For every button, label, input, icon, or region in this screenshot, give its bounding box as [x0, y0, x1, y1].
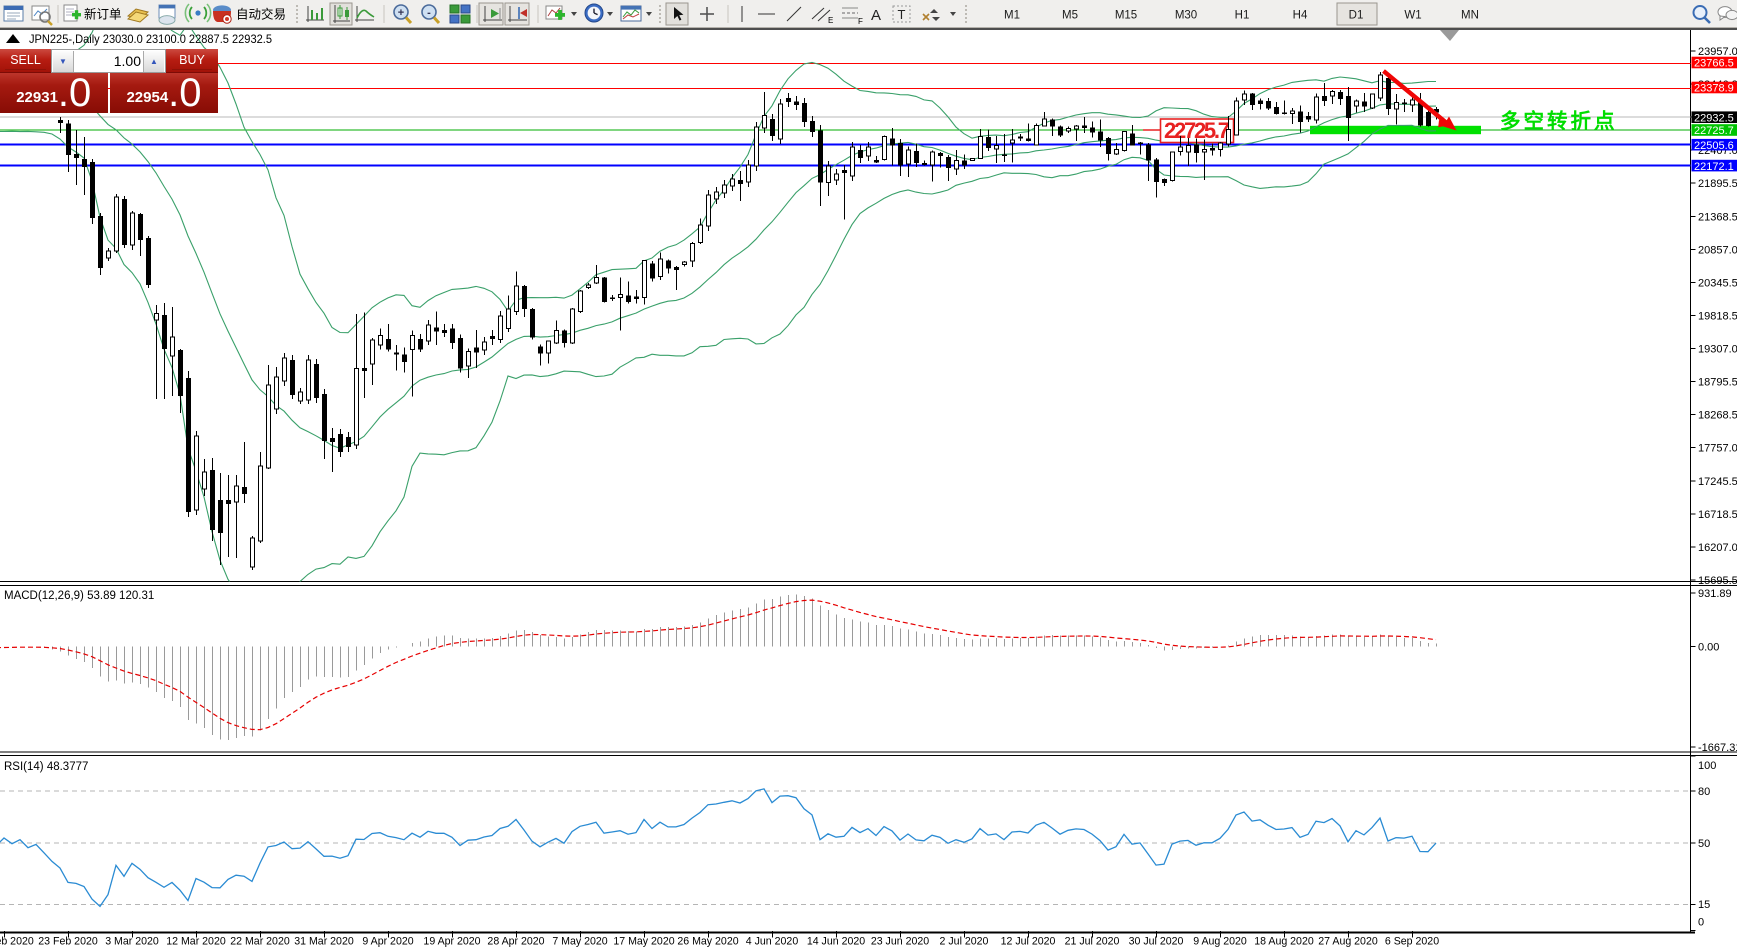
- svg-text:100: 100: [1698, 760, 1716, 772]
- svg-text:931.89: 931.89: [1698, 588, 1732, 600]
- svg-text:M30: M30: [1175, 10, 1197, 22]
- svg-text:W1: W1: [1404, 10, 1421, 22]
- svg-text:27 Aug 2020: 27 Aug 2020: [1318, 936, 1378, 948]
- svg-text:28 Apr 2020: 28 Apr 2020: [487, 936, 544, 948]
- svg-text:6 Sep 2020: 6 Sep 2020: [1385, 936, 1439, 948]
- svg-text:23 Jun 2020: 23 Jun 2020: [871, 936, 929, 948]
- svg-text:2 Jul 2020: 2 Jul 2020: [940, 936, 989, 948]
- svg-text:A: A: [871, 7, 881, 24]
- svg-text:M1: M1: [1004, 10, 1020, 22]
- svg-text:3 Mar 2020: 3 Mar 2020: [105, 936, 159, 948]
- svg-text:0.00: 0.00: [1698, 642, 1719, 654]
- svg-text:22725.7: 22725.7: [1694, 125, 1734, 137]
- svg-text:12 Jul 2020: 12 Jul 2020: [1001, 936, 1056, 948]
- svg-text:50: 50: [1698, 838, 1710, 850]
- svg-text:17757.0: 17757.0: [1698, 443, 1737, 455]
- svg-text:H1: H1: [1235, 10, 1250, 22]
- svg-text:21895.5: 21895.5: [1698, 178, 1737, 190]
- svg-text:T: T: [898, 7, 906, 22]
- svg-text:15695.5: 15695.5: [1698, 575, 1737, 587]
- svg-text:12 Mar 2020: 12 Mar 2020: [166, 936, 226, 948]
- svg-text:22 Mar 2020: 22 Mar 2020: [230, 936, 290, 948]
- svg-text:F: F: [858, 17, 863, 26]
- svg-text:17 May 2020: 17 May 2020: [613, 936, 674, 948]
- svg-text:17245.5: 17245.5: [1698, 476, 1737, 488]
- svg-text:H4: H4: [1293, 10, 1308, 22]
- svg-text:JPN225-,Daily 23030.0 23100.0: JPN225-,Daily 23030.0 23100.0 22887.5 22…: [29, 32, 272, 46]
- svg-text:19307.0: 19307.0: [1698, 344, 1737, 356]
- svg-text:0: 0: [1698, 917, 1704, 929]
- svg-text:多空转折点: 多空转折点: [1500, 109, 1618, 133]
- svg-text:新订单: 新订单: [84, 7, 122, 22]
- svg-text:-1667.31: -1667.31: [1698, 742, 1737, 754]
- svg-text:18268.5: 18268.5: [1698, 410, 1737, 422]
- svg-text:16207.0: 16207.0: [1698, 542, 1737, 554]
- svg-text:22172.1: 22172.1: [1694, 161, 1734, 173]
- svg-text:9 Apr 2020: 9 Apr 2020: [362, 936, 413, 948]
- svg-text:23766.5: 23766.5: [1694, 58, 1734, 70]
- svg-text:D1: D1: [1349, 10, 1364, 22]
- svg-text:-: -: [427, 7, 431, 19]
- svg-text:18 Aug 2020: 18 Aug 2020: [1254, 936, 1314, 948]
- svg-text:31 Mar 2020: 31 Mar 2020: [294, 936, 354, 948]
- svg-text:MN: MN: [1461, 10, 1479, 22]
- svg-text:18795.5: 18795.5: [1698, 377, 1737, 389]
- svg-text:20857.0: 20857.0: [1698, 244, 1737, 256]
- svg-text:26 May 2020: 26 May 2020: [677, 936, 738, 948]
- svg-text:13 Feb 2020: 13 Feb 2020: [0, 936, 34, 948]
- svg-text:4 Jun 2020: 4 Jun 2020: [746, 936, 799, 948]
- svg-text:M5: M5: [1062, 10, 1078, 22]
- svg-text:自动交易: 自动交易: [236, 7, 286, 22]
- svg-text:16718.5: 16718.5: [1698, 509, 1737, 521]
- svg-text:14 Jun 2020: 14 Jun 2020: [807, 936, 865, 948]
- svg-text:19 Apr 2020: 19 Apr 2020: [423, 936, 480, 948]
- svg-text:15: 15: [1698, 899, 1710, 911]
- svg-text:22932.5: 22932.5: [1694, 112, 1734, 124]
- svg-text:21 Jul 2020: 21 Jul 2020: [1065, 936, 1120, 948]
- svg-text:80: 80: [1698, 786, 1710, 798]
- svg-text:RSI(14) 48.3777: RSI(14) 48.3777: [4, 761, 88, 773]
- svg-text:20345.5: 20345.5: [1698, 277, 1737, 289]
- svg-text:22505.6: 22505.6: [1694, 140, 1734, 152]
- svg-text:23 Feb 2020: 23 Feb 2020: [38, 936, 98, 948]
- svg-text:23378.9: 23378.9: [1694, 83, 1734, 95]
- svg-text:21368.5: 21368.5: [1698, 211, 1737, 223]
- svg-text:30 Jul 2020: 30 Jul 2020: [1129, 936, 1184, 948]
- svg-text:9 Aug 2020: 9 Aug 2020: [1193, 936, 1247, 948]
- svg-text:+: +: [398, 7, 404, 19]
- svg-text:19818.5: 19818.5: [1698, 311, 1737, 323]
- svg-text:MACD(12,26,9) 53.89 120.31: MACD(12,26,9) 53.89 120.31: [4, 590, 154, 602]
- svg-text:7 May 2020: 7 May 2020: [552, 936, 607, 948]
- svg-text:M15: M15: [1115, 10, 1137, 22]
- svg-text:E: E: [828, 16, 833, 25]
- svg-text:23957.0: 23957.0: [1698, 46, 1737, 58]
